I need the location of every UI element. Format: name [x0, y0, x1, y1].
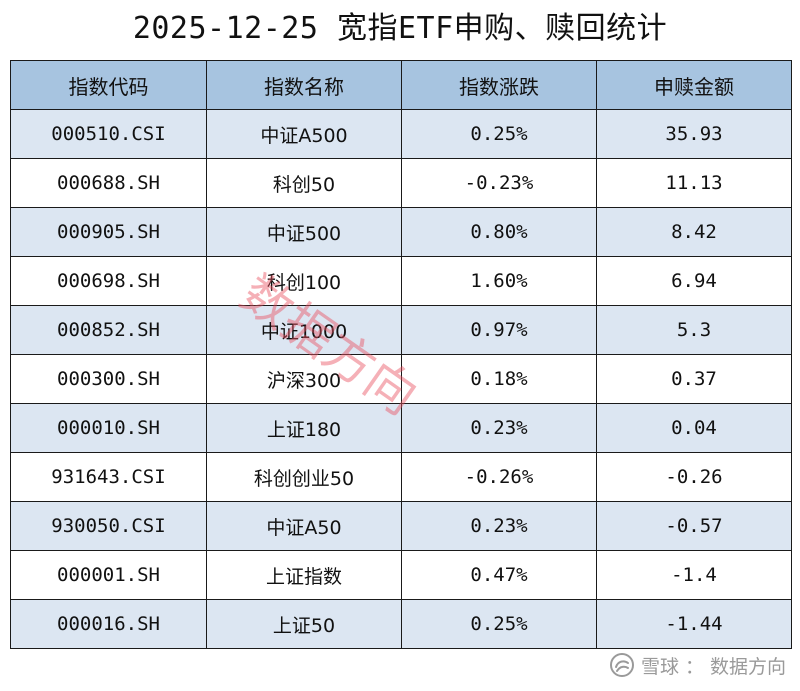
cell-net-amount: 0.04: [596, 403, 792, 453]
cell-index-name: 科创50: [206, 158, 402, 208]
cell-index-change: 0.25%: [401, 109, 597, 159]
cell-index-code: 000852.SH: [10, 305, 207, 355]
footer-brand: 雪球: [640, 655, 679, 678]
header-net-amount: 申赎金额: [596, 60, 792, 110]
cell-index-code: 930050.CSI: [10, 501, 207, 551]
cell-index-code: 000016.SH: [10, 599, 207, 649]
cell-index-name: 上证指数: [206, 550, 402, 600]
cell-net-amount: 6.94: [596, 256, 792, 306]
table-row: 930050.CSI 中证A50 0.23% -0.57: [10, 501, 792, 551]
cell-index-change: 0.80%: [401, 207, 597, 257]
cell-index-name: 上证180: [206, 403, 402, 453]
table-row: 000688.SH 科创50 -0.23% 11.13: [10, 158, 792, 208]
table-row: 000300.SH 沪深300 0.18% 0.37: [10, 354, 792, 404]
header-index-code: 指数代码: [10, 60, 207, 110]
snowball-logo-icon: [609, 652, 635, 678]
header-index-change: 指数涨跌: [401, 60, 597, 110]
cell-index-name: 科创创业50: [206, 452, 402, 502]
table-row: 931643.CSI 科创创业50 -0.26% -0.26: [10, 452, 792, 502]
cell-index-code: 000510.CSI: [10, 109, 207, 159]
cell-index-change: 1.60%: [401, 256, 597, 306]
footer-separator: ：: [684, 655, 704, 678]
cell-index-name: 上证50: [206, 599, 402, 649]
cell-index-change: -0.23%: [401, 158, 597, 208]
table-row: 000010.SH 上证180 0.23% 0.04: [10, 403, 792, 453]
cell-index-code: 000905.SH: [10, 207, 207, 257]
cell-index-change: -0.26%: [401, 452, 597, 502]
cell-net-amount: 11.13: [596, 158, 792, 208]
cell-net-amount: 0.37: [596, 354, 792, 404]
table-row: 000905.SH 中证500 0.80% 8.42: [10, 207, 792, 257]
cell-net-amount: -1.44: [596, 599, 792, 649]
cell-index-code: 000010.SH: [10, 403, 207, 453]
header-index-name: 指数名称: [206, 60, 402, 110]
cell-index-name: 中证500: [206, 207, 402, 257]
cell-net-amount: -0.57: [596, 501, 792, 551]
cell-index-change: 0.23%: [401, 501, 597, 551]
cell-index-code: 000001.SH: [10, 550, 207, 600]
cell-net-amount: -1.4: [596, 550, 792, 600]
cell-index-name: 中证A50: [206, 501, 402, 551]
table-body: 000510.CSI 中证A500 0.25% 35.93 000688.SH 科创50-…: [10, 109, 792, 649]
cell-net-amount: 5.3: [596, 305, 792, 355]
cell-net-amount: 35.93: [596, 109, 792, 159]
cell-index-name: 科创100: [206, 256, 402, 306]
cell-index-name: 中证1000: [206, 305, 402, 355]
cell-index-code: 000300.SH: [10, 354, 207, 404]
table-row: 000852.SH 中证1000 0.97% 5.3: [10, 305, 792, 355]
table-row: 000510.CSI 中证A500 0.25% 35.93: [10, 109, 792, 159]
table-row: 000001.SH 上证指数 0.47% -1.4: [10, 550, 792, 600]
cell-index-change: 0.97%: [401, 305, 597, 355]
footer-author: 数据方向: [709, 655, 786, 678]
cell-index-name: 沪深300: [206, 354, 402, 404]
cell-index-code: 000698.SH: [10, 256, 207, 306]
cell-index-name: 中证A500: [206, 109, 402, 159]
cell-index-code: 000688.SH: [10, 158, 207, 208]
cell-index-change: 0.47%: [401, 550, 597, 600]
cell-index-change: 0.23%: [401, 403, 597, 453]
etf-table: 指数代码 指数名称 指数涨跌 申赎金额 000510.CSI 中证A500 0.25…: [10, 60, 792, 649]
page-title: 2025-12-25 宽指ETF申购、赎回统计: [132, 11, 668, 46]
cell-net-amount: -0.26: [596, 452, 792, 502]
cell-index-change: 0.25%: [401, 599, 597, 649]
footer-credit: 雪球 ： 数据方向: [609, 648, 786, 682]
table-row: 000698.SH 科创100 1.60% 6.94: [10, 256, 792, 306]
table-row: 000016.SH 上证50 0.25% -1.44: [10, 599, 792, 649]
cell-index-code: 931643.CSI: [10, 452, 207, 502]
cell-index-change: 0.18%: [401, 354, 597, 404]
table-header-row: 指数代码 指数名称 指数涨跌 申赎金额: [10, 60, 792, 110]
cell-net-amount: 8.42: [596, 207, 792, 257]
